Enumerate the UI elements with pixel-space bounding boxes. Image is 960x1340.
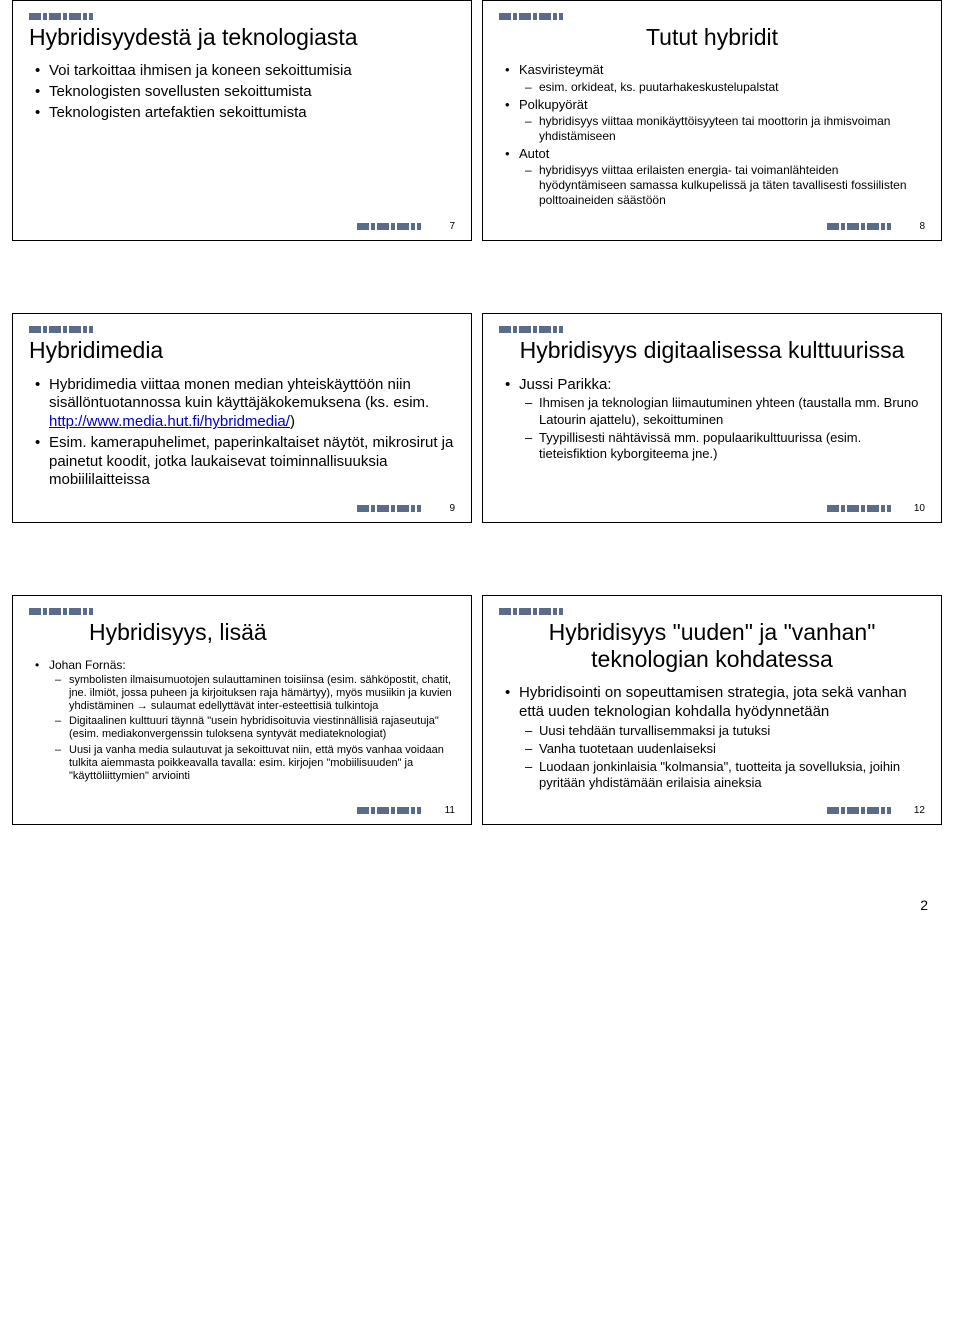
slide-row: Hybridisyydestä ja teknologiasta Voi tar… xyxy=(12,0,948,241)
slide-8: Tutut hybridit Kasviristeymät esim. orki… xyxy=(482,0,942,241)
item-text: Johan Fornäs: xyxy=(49,658,126,672)
brand-logo-icon xyxy=(827,505,891,512)
list-item: Jussi Parikka: Ihmisen ja teknologian li… xyxy=(505,376,925,463)
list-item: Hybridisointi on sopeuttamisen strategia… xyxy=(505,684,925,792)
item-text: Kasviristeymät xyxy=(519,62,604,77)
list-item: Esim. kamerapuhelimet, paperinkaltaiset … xyxy=(35,434,455,490)
slide-12: Hybridisyys "uuden" ja "vanhan" teknolog… xyxy=(482,595,942,824)
list-sub-item: Uusi ja vanha media sulautuvat ja sekoit… xyxy=(55,744,455,784)
slide-number: 9 xyxy=(449,503,455,514)
slide-title: Hybridisyys digitaalisessa kulttuurissa xyxy=(499,337,925,363)
list-item: Autot hybridisyys viittaa erilaisten ene… xyxy=(505,146,925,208)
list-item: Kasviristeymät esim. orkideat, ks. puuta… xyxy=(505,62,925,94)
slide-number: 10 xyxy=(914,503,925,514)
item-text-b: ) xyxy=(290,413,295,430)
slide-title: Hybridisyydestä ja teknologiasta xyxy=(29,24,455,50)
list-item: Teknologisten sovellusten sekoittumista xyxy=(35,83,455,102)
brand-logo-icon xyxy=(29,13,455,20)
slide-7: Hybridisyydestä ja teknologiasta Voi tar… xyxy=(12,0,472,241)
bullet-list: Johan Fornäs: symbolisten ilmaisumuotoje… xyxy=(35,658,455,784)
brand-logo-icon xyxy=(357,505,421,512)
list-sub-item: Uusi tehdään turvallisemmaksi ja tutuksi xyxy=(525,723,925,739)
bullet-list: Jussi Parikka: Ihmisen ja teknologian li… xyxy=(505,376,925,463)
brand-logo-icon xyxy=(499,608,925,615)
list-item: Johan Fornäs: symbolisten ilmaisumuotoje… xyxy=(35,658,455,784)
slide-row: Hybridisyys, lisää Johan Fornäs: symboli… xyxy=(12,595,948,824)
list-sub-item: esim. orkideat, ks. puutarhakeskustelupa… xyxy=(525,80,925,95)
list-item: Polkupyörät hybridisyys viittaa monikäyt… xyxy=(505,97,925,144)
brand-logo-icon xyxy=(29,326,455,333)
slide-title: Tutut hybridit xyxy=(499,24,925,50)
list-item: Teknologisten artefaktien sekoittumista xyxy=(35,104,455,123)
slide-9: Hybridimedia Hybridimedia viittaa monen … xyxy=(12,313,472,523)
brand-logo-icon xyxy=(827,807,891,814)
slide-number: 11 xyxy=(445,805,455,816)
page-number: 2 xyxy=(12,897,948,913)
slide-title: Hybridisyys, lisää xyxy=(89,619,455,645)
list-sub-item: Vanha tuotetaan uudenlaiseksi xyxy=(525,741,925,757)
item-text: Jussi Parikka: xyxy=(519,376,612,393)
slide-title: Hybridisyys "uuden" ja "vanhan" teknolog… xyxy=(499,619,925,672)
slide-row: Hybridimedia Hybridimedia viittaa monen … xyxy=(12,313,948,523)
list-sub-item: Tyypillisesti nähtävissä mm. populaariku… xyxy=(525,430,925,463)
brand-logo-icon xyxy=(29,608,455,615)
list-sub-item: symbolisten ilmaisumuotojen sulauttamine… xyxy=(55,674,455,714)
brand-logo-icon xyxy=(357,223,421,230)
item-text: Polkupyörät xyxy=(519,97,588,112)
list-sub-item: hybridisyys viittaa erilaisten energia- … xyxy=(525,163,925,208)
slide-number: 7 xyxy=(449,221,455,232)
list-sub-item: hybridisyys viittaa monikäyttöisyyteen t… xyxy=(525,114,925,144)
item-text: Hybridisointi on sopeuttamisen strategia… xyxy=(519,684,907,720)
brand-logo-icon xyxy=(357,807,421,814)
brand-logo-icon xyxy=(499,326,925,333)
page-container: Hybridisyydestä ja teknologiasta Voi tar… xyxy=(0,0,960,933)
slide-number: 8 xyxy=(919,221,925,232)
hyperlink[interactable]: http://www.media.hut.fi/hybridmedia/ xyxy=(49,413,290,430)
slide-title: Hybridimedia xyxy=(29,337,455,363)
slide-10: Hybridisyys digitaalisessa kulttuurissa … xyxy=(482,313,942,523)
brand-logo-icon xyxy=(827,223,891,230)
bullet-list: Kasviristeymät esim. orkideat, ks. puuta… xyxy=(505,62,925,208)
list-sub-item: Digitaalinen kulttuuri täynnä "usein hyb… xyxy=(55,715,455,741)
list-sub-item: Ihmisen ja teknologian liimautuminen yht… xyxy=(525,395,925,428)
slide-11: Hybridisyys, lisää Johan Fornäs: symboli… xyxy=(12,595,472,824)
item-text-a: Hybridimedia viittaa monen median yhteis… xyxy=(49,376,429,412)
brand-logo-icon xyxy=(499,13,925,20)
slide-number: 12 xyxy=(914,805,925,816)
bullet-list: Voi tarkoittaa ihmisen ja koneen sekoitt… xyxy=(35,62,455,122)
list-sub-item: Luodaan jonkinlaisia "kolmansia", tuotte… xyxy=(525,759,925,792)
list-item: Hybridimedia viittaa monen median yhteis… xyxy=(35,376,455,432)
list-item: Voi tarkoittaa ihmisen ja koneen sekoitt… xyxy=(35,62,455,81)
bullet-list: Hybridimedia viittaa monen median yhteis… xyxy=(35,376,455,491)
bullet-list: Hybridisointi on sopeuttamisen strategia… xyxy=(505,684,925,792)
item-text: Autot xyxy=(519,146,549,161)
